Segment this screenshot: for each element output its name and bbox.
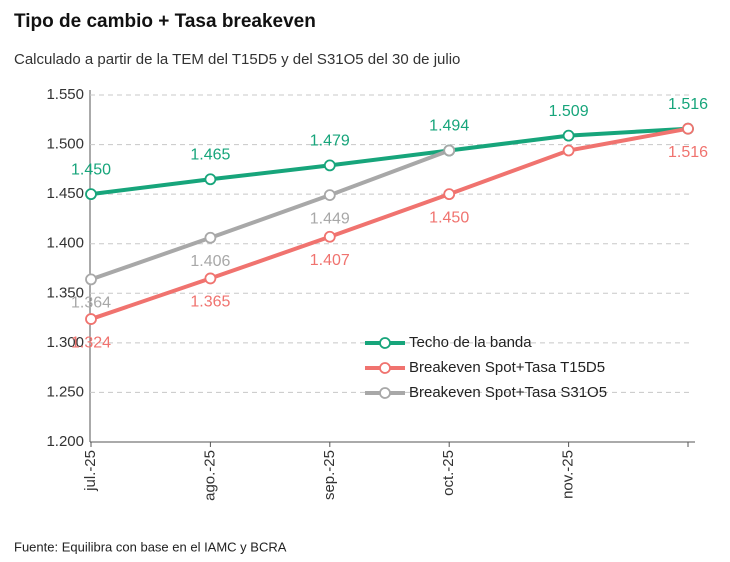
point <box>562 129 575 142</box>
source: Fuente: Equilibra con base en el IAMC y … <box>14 539 287 554</box>
point <box>323 230 336 243</box>
series-line <box>90 126 689 321</box>
legend-marker <box>379 362 391 374</box>
x-tick-label: oct.-25 <box>440 450 457 496</box>
data-label: 1.450 <box>429 209 469 226</box>
data-label: 1.516 <box>668 96 708 113</box>
y-tick-label: 1.550 <box>46 86 84 103</box>
data-label: 1.324 <box>71 334 111 351</box>
point <box>204 173 217 186</box>
point <box>443 188 456 201</box>
data-label: 1.465 <box>190 146 230 163</box>
y-tick-label: 1.500 <box>46 136 84 153</box>
chart-subtitle: Calculado a partir de la TEM del T15D5 y… <box>14 51 460 68</box>
point <box>85 188 97 201</box>
y-tick-label: 1.300 <box>46 334 84 351</box>
point <box>323 189 336 202</box>
y-tick-label: 1.350 <box>46 284 84 301</box>
point <box>443 144 456 157</box>
point <box>204 272 217 285</box>
y-tick-label: 1.250 <box>46 383 84 400</box>
x-tick-label: nov.-25 <box>560 450 577 499</box>
series-line <box>90 126 689 197</box>
y-tick-label: 1.450 <box>46 185 84 202</box>
series-line <box>90 148 450 282</box>
data-label: 1.364 <box>71 295 111 312</box>
point <box>682 122 694 135</box>
point <box>85 313 97 325</box>
data-label: 1.407 <box>310 252 350 269</box>
data-label: 1.406 <box>190 253 230 270</box>
y-tick-label: 1.200 <box>46 433 84 450</box>
data-label: 1.516 <box>668 144 708 161</box>
data-label: 1.479 <box>310 133 350 150</box>
chart-title: Tipo de cambio + Tasa breakeven <box>14 11 316 32</box>
point <box>562 144 575 157</box>
x-tick-label: jul.-25 <box>82 450 99 492</box>
data-label: 1.450 <box>71 161 111 178</box>
data-label: 1.509 <box>549 103 589 120</box>
x-tick-label: ago.-25 <box>201 450 218 501</box>
legend-label: Breakeven Spot+Tasa S31O5 <box>409 384 607 401</box>
legend-marker <box>379 337 391 349</box>
point <box>323 159 336 172</box>
legend-marker <box>379 387 391 399</box>
data-label: 1.494 <box>429 118 469 135</box>
data-label: 1.449 <box>310 210 350 227</box>
legend-label: Breakeven Spot+Tasa T15D5 <box>409 359 605 376</box>
point <box>204 231 217 244</box>
x-tick-label: sep.-25 <box>321 450 338 500</box>
legend-label: Techo de la banda <box>409 334 532 351</box>
y-tick-label: 1.400 <box>46 235 84 252</box>
point <box>85 273 97 286</box>
data-label: 1.365 <box>190 294 230 311</box>
